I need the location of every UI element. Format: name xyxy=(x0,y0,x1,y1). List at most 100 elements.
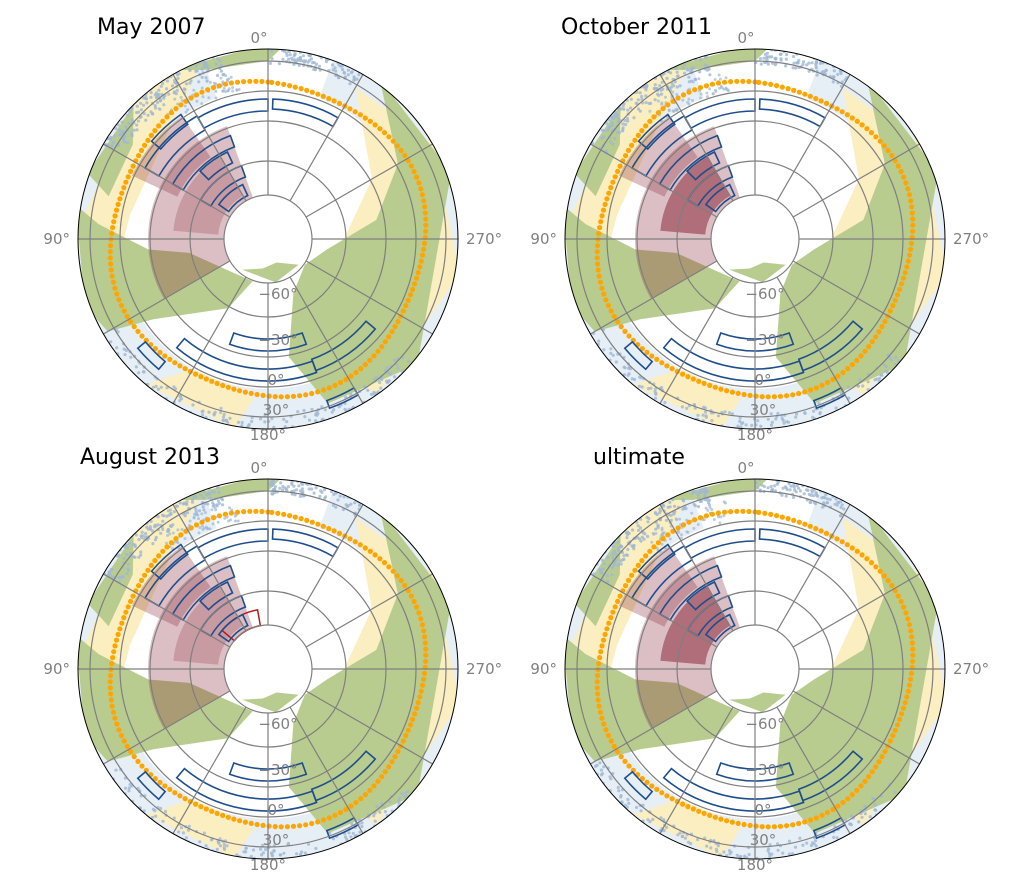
survey-field xyxy=(150,543,189,581)
cream-region xyxy=(632,798,742,859)
lon-label: 180° xyxy=(250,426,286,444)
lon-label: 270° xyxy=(466,660,502,678)
survey-field xyxy=(136,770,167,801)
lat-label: 0° xyxy=(754,371,771,389)
lon-label: 270° xyxy=(466,230,502,248)
survey-field xyxy=(685,150,721,181)
survey-field xyxy=(637,113,676,151)
dark-area xyxy=(173,156,243,235)
lat-label: 0° xyxy=(754,801,771,819)
orange-ring xyxy=(594,508,916,830)
lat-label: −30° xyxy=(258,331,297,349)
lon-label: 0° xyxy=(737,29,754,47)
lon-label: 0° xyxy=(250,459,267,477)
dark-area xyxy=(660,156,730,235)
survey-field xyxy=(623,340,654,371)
sky-map-panel: August 2013 0° 90° 180° 270° −60° −30° 0° 30° xyxy=(43,445,502,874)
map-border xyxy=(77,48,459,430)
lat-label: −60° xyxy=(258,715,297,733)
graticule xyxy=(565,49,945,429)
cream-region xyxy=(145,798,255,859)
survey-field xyxy=(217,613,249,643)
lat-label: −60° xyxy=(745,715,784,733)
orange-ring xyxy=(107,78,429,400)
green-region xyxy=(729,262,786,283)
sky-map-panel: ultimate 0° 90° 180° 270° −60° −30° 0° 30° xyxy=(530,445,989,874)
lon-label: 180° xyxy=(737,856,773,874)
lat-label: 30° xyxy=(263,401,290,419)
survey-field xyxy=(637,543,676,581)
lon-label: 90° xyxy=(530,660,557,678)
lat-label: 30° xyxy=(750,831,777,849)
green-region xyxy=(657,49,772,71)
lat-label: −60° xyxy=(258,285,297,303)
survey-field xyxy=(198,580,234,611)
inner-void xyxy=(755,199,795,259)
green-region xyxy=(242,262,299,283)
graticule xyxy=(565,479,945,859)
survey-field xyxy=(715,331,795,352)
orange-ring xyxy=(107,508,429,830)
lon-label: 270° xyxy=(953,230,989,248)
survey-field xyxy=(271,528,340,558)
cream-region xyxy=(145,368,255,429)
map-border xyxy=(77,478,459,860)
panel-title: May 2007 xyxy=(97,15,205,40)
lon-label: 180° xyxy=(250,856,286,874)
lat-label: −30° xyxy=(745,331,784,349)
lon-label: 0° xyxy=(250,29,267,47)
lon-label: 0° xyxy=(737,459,754,477)
survey-field xyxy=(150,113,189,151)
survey-field xyxy=(758,98,827,128)
lon-label: 270° xyxy=(953,660,989,678)
survey-field xyxy=(198,150,234,181)
green-region xyxy=(87,104,134,197)
lat-label: −30° xyxy=(745,761,784,779)
survey-field xyxy=(685,580,721,611)
survey-field xyxy=(136,340,167,371)
green-region xyxy=(242,692,299,713)
panel-title: ultimate xyxy=(593,445,685,470)
survey-field xyxy=(623,770,654,801)
shaded-area xyxy=(619,116,698,197)
map-border xyxy=(564,478,946,860)
survey-field xyxy=(228,331,308,352)
green-region xyxy=(87,534,134,627)
survey-field xyxy=(271,98,340,128)
panel-title: October 2011 xyxy=(561,15,712,40)
lon-label: 90° xyxy=(43,660,70,678)
lat-label: 0° xyxy=(267,371,284,389)
survey-field xyxy=(704,613,736,643)
inner-void xyxy=(268,199,308,259)
green-region xyxy=(657,479,772,501)
lat-label: −60° xyxy=(745,285,784,303)
shaded-area xyxy=(619,546,698,627)
lat-label: 0° xyxy=(267,801,284,819)
lat-label: 30° xyxy=(263,831,290,849)
lon-label: 90° xyxy=(43,230,70,248)
sky-map-panel: October 2011 0° 90° 180° 270° −60° −30° 0° 30° xyxy=(530,15,989,444)
graticule xyxy=(78,49,458,429)
map-border xyxy=(564,48,946,430)
survey-field xyxy=(758,528,827,558)
survey-field xyxy=(704,183,736,213)
graticule xyxy=(78,479,458,859)
lat-label: 30° xyxy=(750,401,777,419)
lon-label: 180° xyxy=(737,426,773,444)
shaded-area xyxy=(132,116,211,197)
survey-field xyxy=(715,761,795,782)
inner-void xyxy=(268,629,308,689)
panel-title: August 2013 xyxy=(80,445,220,470)
lon-label: 90° xyxy=(530,230,557,248)
green-region xyxy=(170,479,285,501)
sky-map-panel: May 2007 0° 90° 180° 270° −60° −30° 0° 30° xyxy=(43,15,502,444)
inner-void xyxy=(755,629,795,689)
lat-label: −30° xyxy=(258,761,297,779)
shaded-area xyxy=(132,546,211,627)
dark-area xyxy=(660,586,730,665)
survey-field xyxy=(217,183,249,213)
green-region xyxy=(729,692,786,713)
dark-area xyxy=(173,586,243,665)
survey-field xyxy=(228,761,308,782)
